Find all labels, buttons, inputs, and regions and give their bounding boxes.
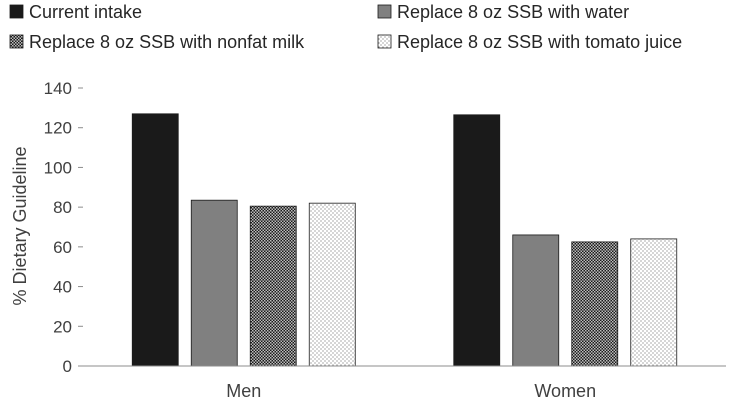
- bar-women-series-4: [630, 238, 678, 367]
- x-category-label: Men: [226, 381, 261, 401]
- bars: [131, 113, 678, 367]
- legend: Current intake Replace 8 oz SSB with wate…: [9, 2, 682, 52]
- legend-label: Replace 8 oz SSB with water: [397, 2, 629, 22]
- y-axis-title: % Dietary Guideline: [10, 146, 30, 305]
- x-category-label: Women: [534, 381, 596, 401]
- bar-women-series-3: [571, 241, 619, 367]
- bar-women-series-2: [512, 234, 560, 367]
- legend-swatch: [9, 34, 24, 49]
- bar-men-series-1: [131, 113, 179, 367]
- y-tick-label: 0: [63, 357, 72, 376]
- y-tick-label: 120: [44, 119, 72, 138]
- y-tick-label: 60: [53, 238, 72, 257]
- legend-swatch: [377, 34, 392, 49]
- legend-swatch: [9, 4, 24, 19]
- bar-men-series-3: [249, 205, 297, 367]
- x-axis: Men Women: [226, 381, 596, 401]
- y-tick-label: 140: [44, 79, 72, 98]
- bar-men-series-4: [308, 202, 356, 367]
- y-axis: 0 20 40 60 80 100 120 140: [44, 79, 83, 376]
- y-tick-label: 100: [44, 158, 72, 177]
- legend-swatch: [377, 4, 392, 19]
- y-tick-label: 80: [53, 198, 72, 217]
- legend-label: Replace 8 oz SSB with tomato juice: [397, 32, 682, 52]
- bar-men-series-2: [190, 199, 238, 367]
- y-tick-label: 40: [53, 278, 72, 297]
- bar-women-series-1: [453, 114, 501, 367]
- legend-label: Current intake: [29, 2, 142, 22]
- legend-label: Replace 8 oz SSB with nonfat milk: [29, 32, 305, 52]
- y-tick-label: 20: [53, 317, 72, 336]
